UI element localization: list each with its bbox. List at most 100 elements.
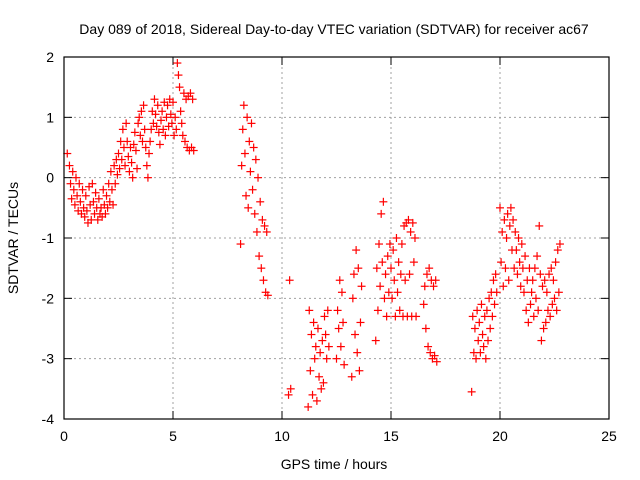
- data-point-marker: [316, 348, 325, 357]
- data-point-marker: [546, 312, 555, 321]
- data-point-marker: [412, 312, 421, 321]
- data-point-marker: [373, 306, 382, 315]
- data-point-marker: [382, 312, 391, 321]
- data-point-marker: [319, 378, 328, 387]
- data-point-marker: [492, 288, 501, 297]
- data-point-marker: [153, 101, 162, 110]
- data-point-marker: [175, 83, 184, 92]
- data-point-marker: [509, 215, 518, 224]
- data-point-marker: [284, 390, 293, 399]
- y-tick-label: -2: [42, 290, 55, 306]
- data-point-marker: [103, 203, 112, 212]
- data-point-marker: [65, 161, 74, 170]
- data-point-marker: [481, 354, 490, 363]
- data-point-marker: [501, 264, 510, 273]
- data-point-marker: [123, 137, 132, 146]
- data-point-marker: [543, 306, 552, 315]
- data-point-marker: [490, 300, 499, 309]
- data-point-marker: [308, 390, 317, 399]
- data-point-marker: [256, 197, 265, 206]
- data-point-marker: [162, 113, 171, 122]
- data-point-marker: [324, 342, 333, 351]
- data-point-marker: [239, 101, 248, 110]
- data-point-marker: [254, 173, 263, 182]
- data-point-marker: [262, 227, 271, 236]
- data-series: [63, 59, 564, 411]
- data-point-marker: [248, 185, 257, 194]
- data-point-marker: [539, 324, 548, 333]
- data-point-marker: [499, 282, 508, 291]
- data-point-marker: [245, 137, 254, 146]
- data-point-marker: [480, 312, 489, 321]
- data-point-marker: [348, 294, 357, 303]
- data-point-marker: [472, 354, 481, 363]
- data-point-marker: [159, 125, 168, 134]
- data-point-marker: [186, 89, 195, 98]
- data-point-marker: [263, 291, 272, 300]
- y-axis-label: SDTVAR / TECUs: [5, 182, 21, 294]
- data-point-marker: [66, 179, 75, 188]
- data-point-marker: [554, 288, 563, 297]
- data-point-marker: [137, 107, 146, 116]
- data-point-marker: [188, 95, 197, 104]
- data-point-marker: [109, 200, 118, 209]
- data-point-marker: [145, 149, 154, 158]
- data-point-marker: [133, 164, 142, 173]
- data-point-marker: [176, 107, 185, 116]
- data-point-marker: [526, 300, 535, 309]
- data-point-marker: [311, 342, 320, 351]
- data-point-marker: [243, 113, 252, 122]
- data-point-marker: [129, 140, 138, 149]
- data-point-marker: [389, 246, 398, 255]
- data-point-marker: [94, 194, 103, 203]
- data-point-marker: [249, 143, 258, 152]
- data-point-marker: [255, 252, 264, 261]
- data-point-marker: [161, 131, 170, 140]
- data-point-marker: [474, 336, 483, 345]
- data-point-marker: [247, 119, 256, 128]
- data-point-marker: [515, 258, 524, 267]
- data-point-marker: [67, 194, 76, 203]
- data-point-marker: [397, 240, 406, 249]
- data-point-marker: [305, 306, 314, 315]
- data-point-marker: [502, 234, 511, 242]
- data-point-marker: [377, 209, 386, 218]
- data-point-marker: [551, 258, 560, 267]
- data-point-marker: [114, 149, 123, 158]
- data-point-marker: [468, 312, 477, 321]
- data-point-marker: [489, 276, 498, 285]
- data-point-marker: [155, 140, 164, 149]
- data-point-marker: [154, 128, 163, 137]
- data-point-marker: [244, 203, 253, 212]
- data-point-marker: [158, 107, 167, 116]
- data-point-marker: [422, 270, 431, 279]
- data-point-marker: [430, 351, 439, 360]
- data-point-marker: [535, 221, 544, 230]
- data-point-marker: [174, 71, 183, 80]
- data-point-marker: [547, 264, 556, 273]
- data-point-marker: [534, 306, 543, 315]
- data-point-marker: [93, 215, 102, 224]
- data-point-marker: [504, 276, 513, 285]
- data-point-marker: [334, 324, 343, 333]
- data-point-marker: [136, 131, 145, 140]
- data-point-marker: [125, 167, 134, 176]
- data-point-marker: [124, 152, 133, 161]
- data-point-marker: [310, 354, 319, 363]
- data-point-marker: [347, 372, 356, 381]
- data-point-marker: [513, 270, 522, 279]
- data-point-marker: [542, 288, 551, 297]
- data-point-marker: [252, 227, 261, 236]
- data-point-marker: [419, 300, 428, 309]
- data-point-marker: [527, 288, 536, 297]
- data-point-marker: [353, 348, 362, 357]
- data-point-marker: [237, 161, 246, 170]
- data-point-marker: [536, 270, 545, 279]
- data-point-marker: [408, 218, 417, 227]
- data-point-marker: [309, 318, 318, 327]
- data-point-marker: [512, 246, 521, 255]
- x-tick-label: 0: [60, 428, 68, 444]
- data-point-marker: [517, 240, 526, 249]
- data-point-marker: [470, 324, 479, 333]
